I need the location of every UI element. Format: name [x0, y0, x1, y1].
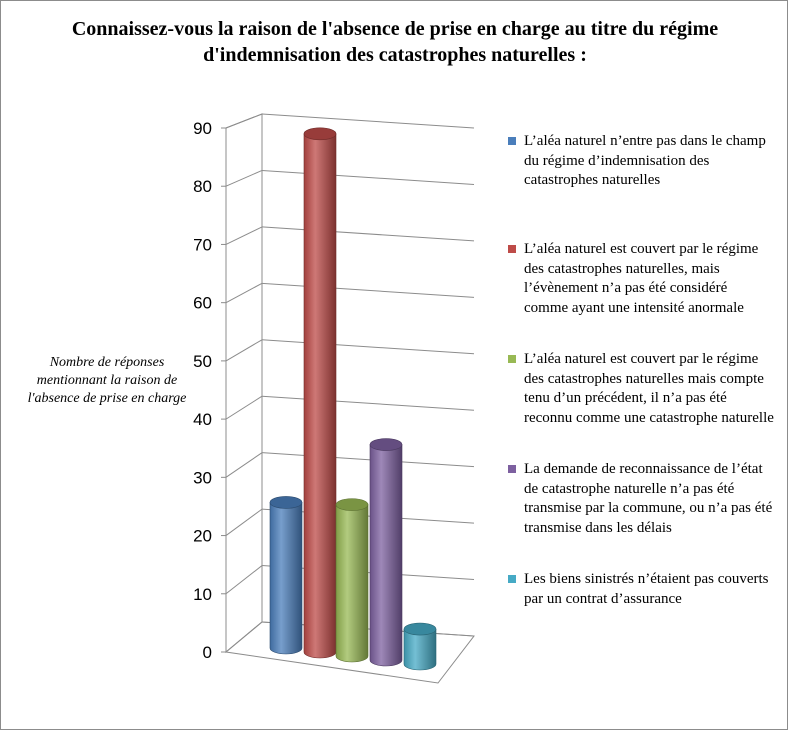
legend-label: Les biens sinistrés n’étaient pas couver… — [524, 571, 769, 607]
bar-top — [303, 127, 337, 141]
gridline-side — [225, 395, 263, 420]
legend-label: L’aléa naturel n’entre pas dans le champ… — [524, 133, 766, 188]
bar — [335, 498, 369, 663]
y-tick-label: 0 — [203, 643, 212, 662]
bar-body — [269, 502, 303, 655]
gridline — [261, 226, 475, 242]
legend-label: L’aléa naturel est couvert par le régime… — [524, 241, 759, 316]
y-tick-label: 50 — [193, 352, 212, 371]
gridline-side — [225, 169, 263, 187]
gridline-side — [225, 621, 263, 653]
bar — [403, 622, 437, 671]
legend-swatch — [508, 575, 516, 583]
y-tick-label: 60 — [193, 294, 212, 313]
y-tick-label: 80 — [193, 177, 212, 196]
y-axis-ticks: 0 10 20 30 40 50 60 70 80 90 — [193, 119, 226, 662]
gridline-side — [225, 339, 263, 362]
bars — [269, 127, 437, 671]
y-tick-label: 30 — [193, 468, 212, 487]
bar — [303, 127, 337, 659]
bar — [269, 496, 303, 655]
gridline-side — [225, 282, 263, 304]
bar-body — [303, 133, 337, 659]
gridline — [261, 395, 475, 411]
side-wall — [225, 113, 263, 654]
bar — [369, 438, 403, 667]
y-tick-label: 20 — [193, 527, 212, 546]
gridline-side — [225, 508, 263, 536]
gridline — [261, 339, 475, 355]
y-tick-label: 90 — [193, 119, 212, 138]
chart-title: Connaissez-vous la raison de l'absence d… — [71, 18, 719, 66]
legend-label: La demande de reconnaissance de l’état d… — [524, 461, 773, 536]
y-tick-label: 10 — [193, 585, 212, 604]
legend-swatch — [508, 465, 516, 473]
legend-swatch — [508, 137, 516, 145]
gridline-side — [225, 226, 263, 245]
bar-top — [269, 496, 303, 509]
gridline — [261, 452, 475, 468]
gridline-side — [225, 565, 263, 595]
gridline — [261, 169, 475, 185]
bar-top — [335, 498, 369, 511]
legend-swatch — [508, 355, 516, 363]
bar-top — [403, 622, 437, 636]
bar-top — [369, 438, 403, 451]
bar-body — [403, 628, 437, 671]
y-tick-label: 40 — [193, 410, 212, 429]
y-axis-label: Nombre de réponses mentionnant la raison… — [27, 355, 187, 406]
gridline-side — [225, 452, 263, 478]
bar-body — [335, 504, 369, 663]
legend-label: L’aléa naturel est couvert par le régime… — [524, 351, 774, 426]
gridline-side — [225, 113, 263, 129]
bar-body — [369, 444, 403, 667]
legend-swatch — [508, 245, 516, 253]
gridline — [261, 282, 475, 298]
gridline — [261, 113, 475, 129]
y-tick-label: 70 — [193, 235, 212, 254]
